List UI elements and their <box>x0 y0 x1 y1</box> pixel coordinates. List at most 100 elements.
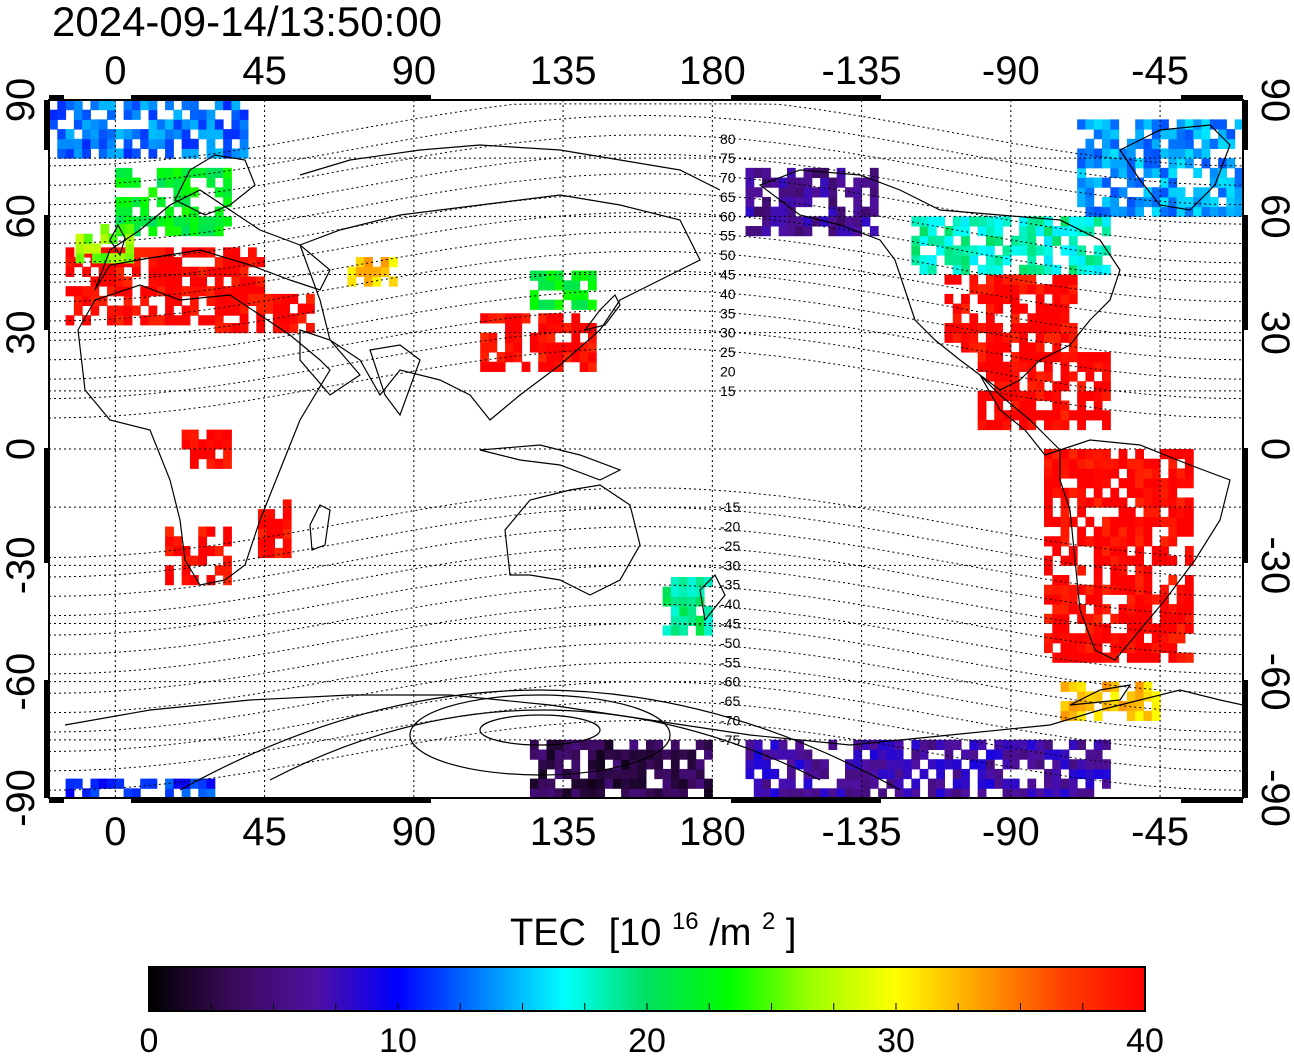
tec-cell <box>214 119 224 130</box>
tec-cell <box>1168 458 1178 469</box>
contour-label: -15 <box>720 499 740 515</box>
tec-cell <box>927 255 937 266</box>
tec-cell <box>637 759 647 770</box>
tec-cell <box>1060 216 1070 227</box>
tec-cell <box>156 257 166 268</box>
tec-cell <box>961 245 970 256</box>
tec-cell <box>1052 390 1062 402</box>
tec-cell <box>1093 691 1103 702</box>
tec-cell <box>1151 487 1161 498</box>
tec-cell <box>687 778 697 789</box>
tec-cell <box>563 342 572 353</box>
tec-cell <box>820 788 829 798</box>
tec-cell <box>1077 507 1086 518</box>
tec-cell <box>156 167 166 179</box>
tec-cell <box>1110 613 1120 624</box>
tec-cell <box>695 759 705 770</box>
tec-cell <box>131 148 141 159</box>
tec-cell <box>579 739 589 751</box>
tec-cell <box>1168 158 1178 169</box>
tec-cell <box>256 293 266 305</box>
tec-cell <box>1077 158 1086 169</box>
tec-cell <box>266 538 276 549</box>
tec-cell <box>886 778 896 789</box>
tec-cell <box>994 749 1004 760</box>
tec-cell <box>239 276 249 287</box>
tec-cell <box>579 322 589 334</box>
tec-cell <box>1102 390 1111 402</box>
tec-cell <box>1126 623 1136 634</box>
tec-cell <box>786 177 796 188</box>
tec-cell <box>919 255 929 266</box>
tec-cell <box>1110 487 1120 498</box>
tec-cell <box>73 138 83 149</box>
tec-cell <box>1102 545 1111 557</box>
tec-cell <box>82 129 91 140</box>
tec-cell <box>1002 255 1012 266</box>
tec-cell <box>762 226 771 237</box>
tec-cell <box>231 119 241 130</box>
tec-cell <box>1135 497 1144 508</box>
tec-cell <box>505 322 514 334</box>
colorbar-tick-label: 0 <box>140 1022 159 1057</box>
tec-cell <box>73 305 83 316</box>
tec-cell <box>985 768 995 780</box>
tec-cell <box>1010 284 1020 295</box>
tec-cell <box>347 266 357 277</box>
longitude-tick-label: 135 <box>530 810 597 854</box>
tec-cell <box>214 226 224 237</box>
tec-cell <box>73 295 83 307</box>
tec-cell <box>1044 410 1053 421</box>
tec-cell <box>107 266 116 277</box>
tec-cell <box>1068 293 1078 305</box>
tec-cell <box>1102 478 1111 489</box>
tec-cell <box>198 788 208 798</box>
tec-cell <box>845 187 854 198</box>
tec-cell <box>1068 468 1078 479</box>
tec-cell <box>214 293 224 305</box>
tec-cell <box>239 129 249 140</box>
longitude-tick-label: 0 <box>104 810 126 854</box>
tec-cell <box>1201 196 1211 208</box>
latitude-tick-label: -90 <box>1253 769 1294 827</box>
tec-cell <box>1118 478 1128 489</box>
tec-cell <box>869 768 879 780</box>
tec-cell <box>1093 119 1103 130</box>
tec-cell <box>1052 623 1062 634</box>
tec-cell <box>1044 313 1053 324</box>
tec-cell <box>165 226 174 237</box>
tec-cell <box>1093 381 1103 392</box>
tec-cell <box>695 615 705 626</box>
tec-cell <box>1035 739 1045 751</box>
tec-cell <box>98 778 108 789</box>
tec-cell <box>1085 458 1095 469</box>
magnetic-contour-line <box>49 289 1243 361</box>
tec-cell <box>173 266 183 277</box>
tec-cell <box>1151 129 1161 140</box>
tec-cell <box>1010 400 1020 411</box>
tec-cell <box>1176 138 1186 149</box>
tec-cell <box>281 322 290 334</box>
tec-cell <box>73 778 83 789</box>
tec-cell <box>98 148 108 159</box>
tec-cell <box>272 322 282 334</box>
tec-cell <box>1093 759 1103 770</box>
tec-cell <box>1102 138 1111 149</box>
tec-cell <box>239 286 249 297</box>
tec-cell <box>165 177 174 188</box>
tec-cell <box>1068 342 1078 353</box>
tec-cell <box>554 759 564 770</box>
tec-cell <box>1002 284 1012 295</box>
tec-cell <box>1168 138 1178 149</box>
tec-cell <box>1027 235 1037 246</box>
longitude-tick-label: -135 <box>822 49 902 93</box>
tec-cell <box>985 293 995 305</box>
tec-cell <box>1035 759 1045 770</box>
tec-cell <box>1052 788 1062 798</box>
tec-cell <box>98 247 108 258</box>
colorbar-tick-label: 20 <box>628 1022 666 1057</box>
tec-cell <box>994 352 1004 363</box>
tec-cell <box>1143 536 1153 547</box>
tec-cell <box>1085 255 1095 266</box>
